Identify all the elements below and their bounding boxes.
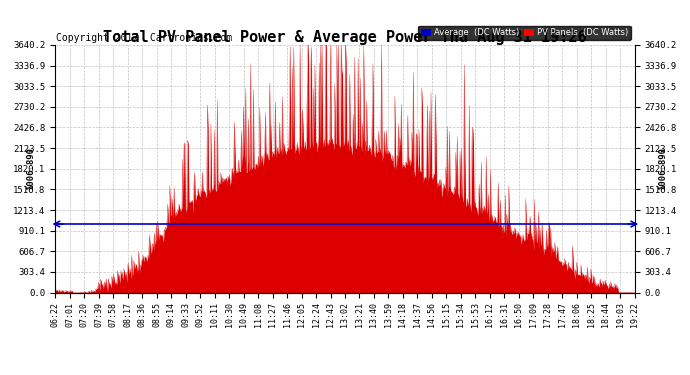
Text: 1006.890: 1006.890 — [26, 147, 35, 190]
Legend: Average  (DC Watts), PV Panels  (DC Watts): Average (DC Watts), PV Panels (DC Watts) — [418, 26, 631, 40]
Text: Copyright 2017  Cartronics.com: Copyright 2017 Cartronics.com — [57, 33, 233, 42]
Text: 1006.890: 1006.890 — [658, 147, 667, 190]
Title: Total PV Panel Power & Average Power Thu Aug 31 19:26: Total PV Panel Power & Average Power Thu… — [104, 30, 586, 45]
